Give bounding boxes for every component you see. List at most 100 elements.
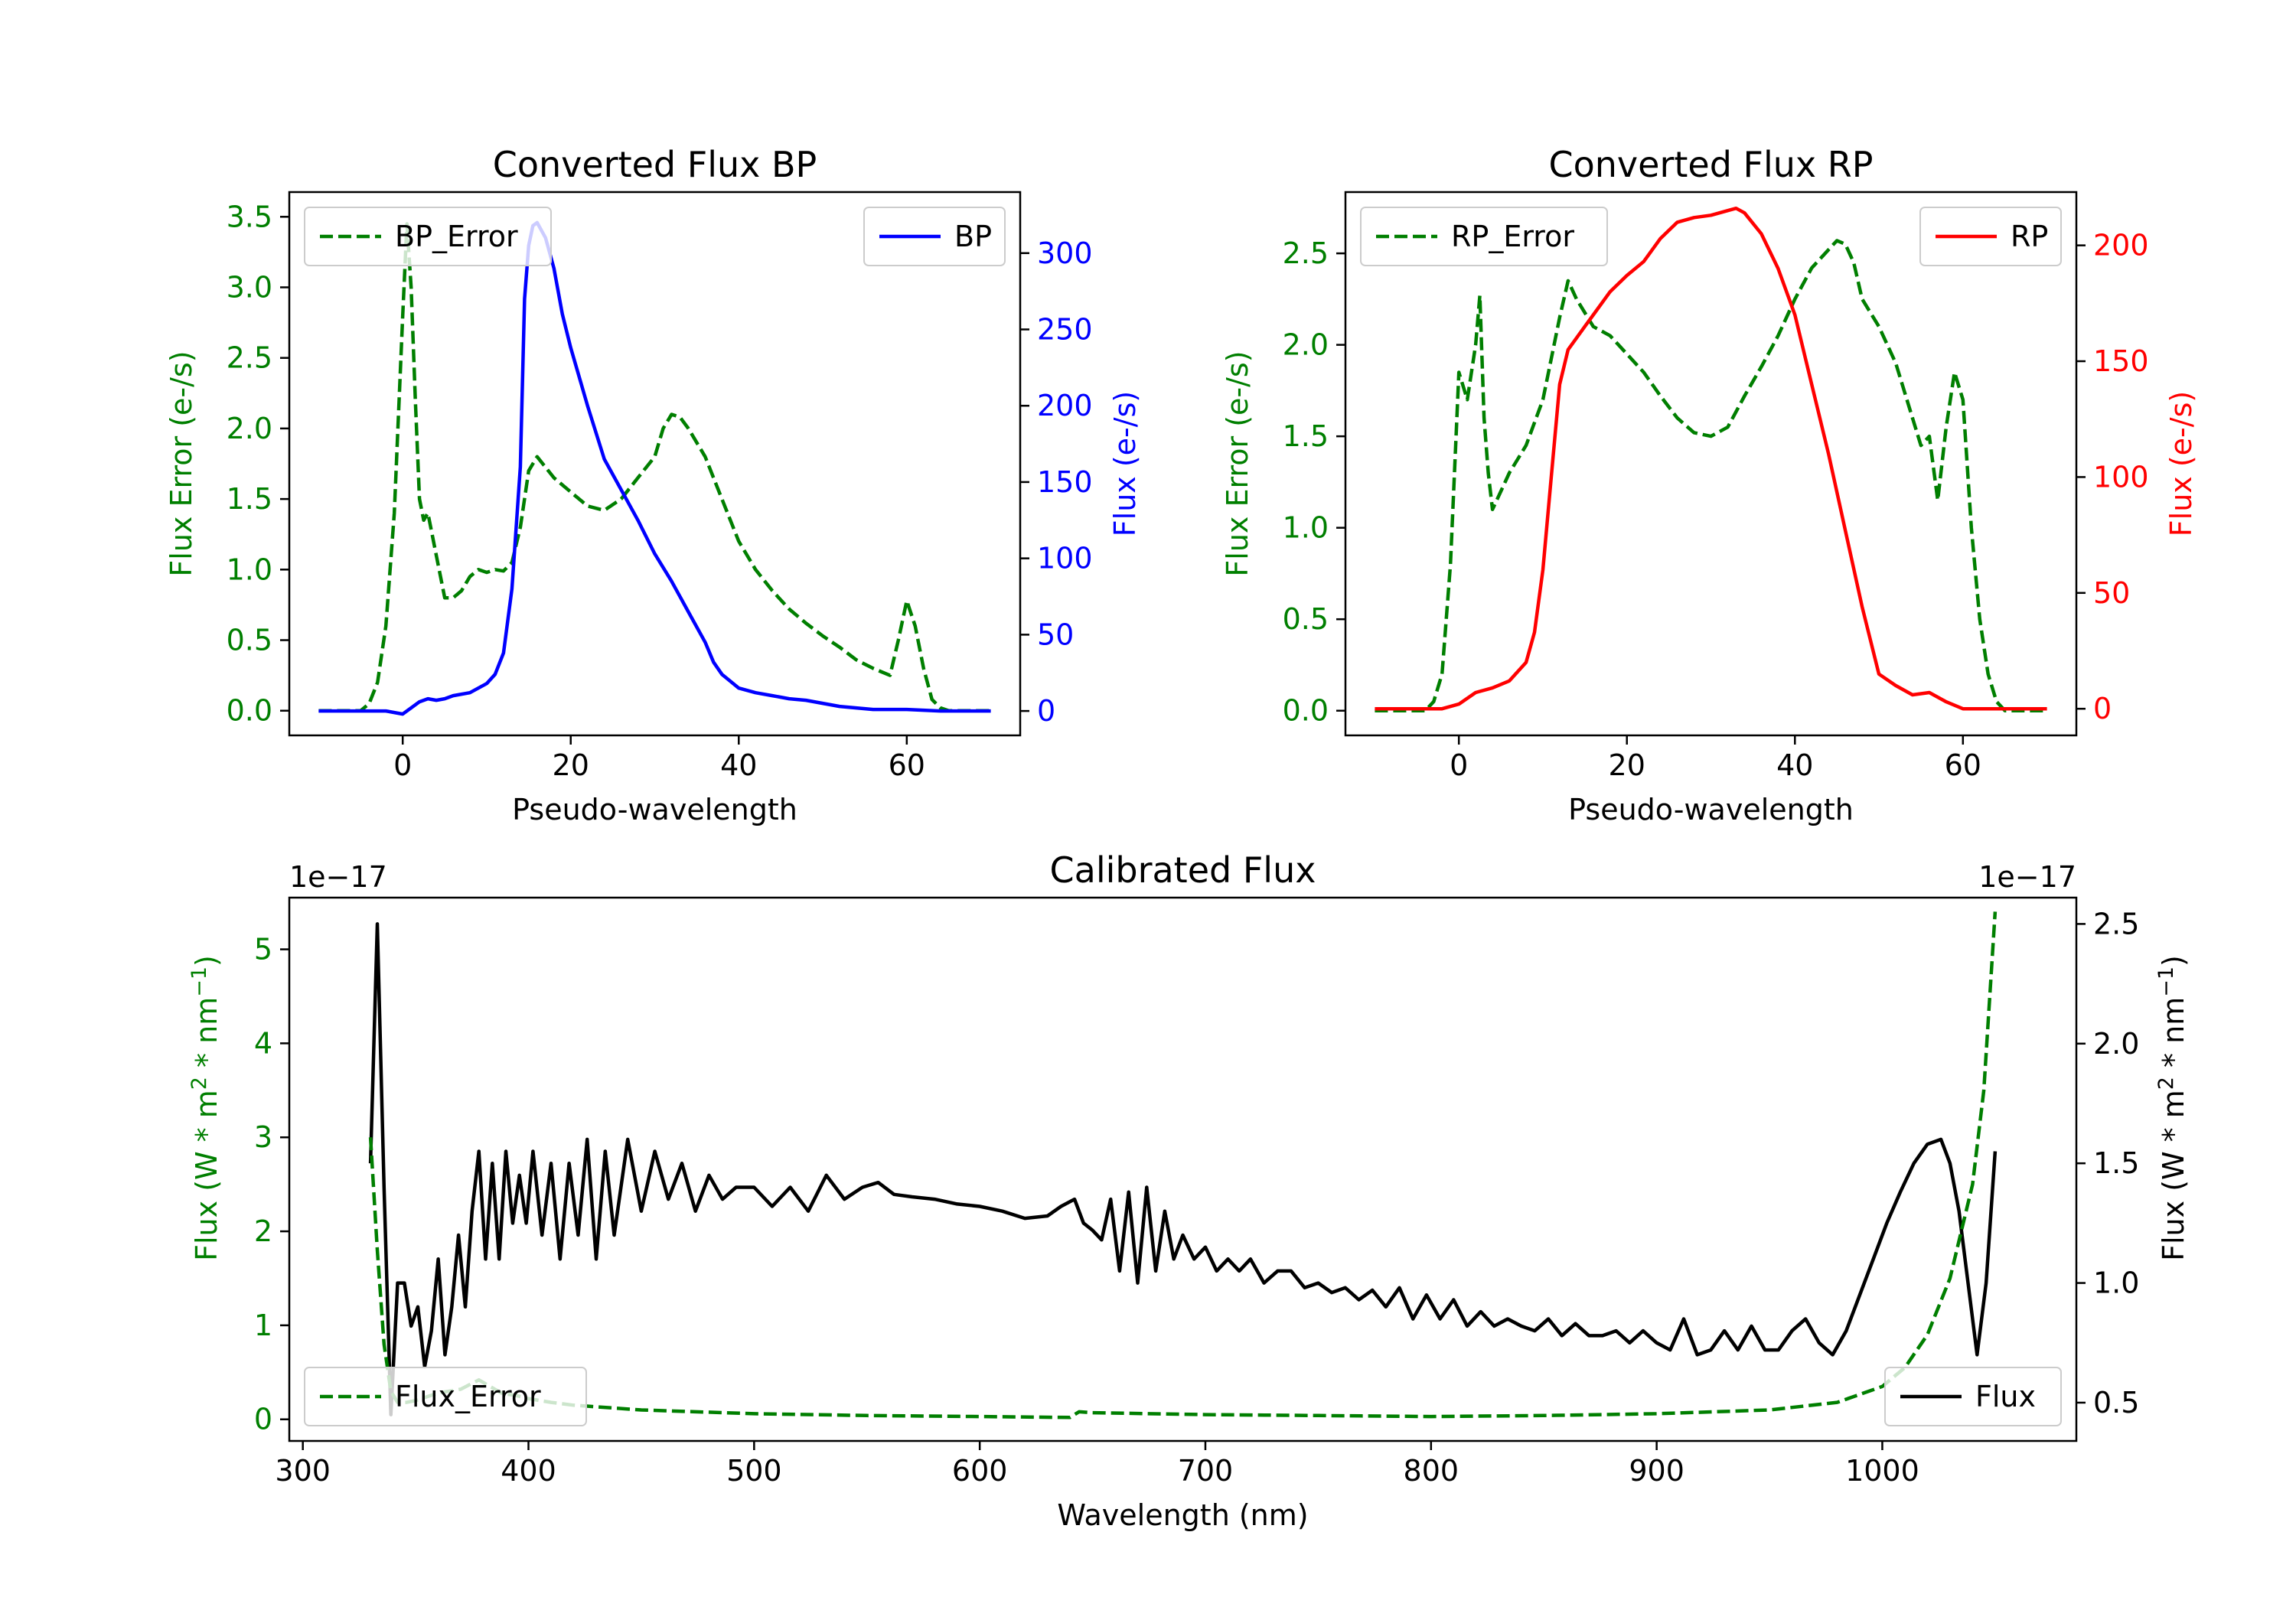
- legend-label: Flux_Error: [395, 1380, 541, 1413]
- legend-rp: RP: [1919, 207, 2062, 266]
- y-right-tick-label: 1.5: [2093, 1146, 2139, 1180]
- y-left-tick-label: 1.5: [1283, 419, 1329, 453]
- y-right-tick-label: 2.5: [2093, 907, 2139, 940]
- x-tick-label: 40: [1776, 748, 1813, 782]
- y-left-tick-label: 1: [254, 1309, 272, 1342]
- legend-label: Flux: [1975, 1380, 2036, 1413]
- series-line-rp: [1375, 206, 2047, 711]
- y-right-axis-label: Flux (e-/s): [2164, 391, 2198, 536]
- y-right-tick-label: 200: [1037, 389, 1093, 422]
- y-right-axis-label: Flux (W * m2 * nm−1): [2154, 955, 2190, 1261]
- x-axis-label: Pseudo-wavelength: [512, 793, 797, 826]
- x-tick-label: 900: [1629, 1454, 1684, 1488]
- y-right-tick-label: 100: [1037, 542, 1093, 575]
- bp-panel: 0 20 40 60 0.0 0.5 1.0 1.5 2.0 2.5 3.0 3.5 0 50 100 150…: [165, 144, 1142, 826]
- x-tick-label: 700: [1178, 1454, 1234, 1488]
- x-tick-label: 60: [889, 748, 925, 782]
- legend-rp-error: RP_Error: [1360, 207, 1608, 266]
- y-left-tick-label: 2.0: [227, 412, 272, 445]
- y-right-tick-label: 200: [2093, 229, 2149, 262]
- x-tick-label: 300: [275, 1454, 331, 1488]
- y-right-offset-label: 1e−17: [1978, 860, 2076, 894]
- y-right-tick-label: 150: [2093, 344, 2149, 378]
- y-right-tick-label: 0: [1037, 694, 1055, 728]
- y-left-axis-label: Flux Error (e-/s): [165, 350, 198, 576]
- y-left-tick-label: 1.5: [227, 482, 272, 516]
- x-tick-label: 600: [952, 1454, 1008, 1488]
- legend-flux-error: Flux_Error: [304, 1367, 587, 1426]
- y-left-tick-label: 2.5: [1283, 236, 1329, 270]
- y-right-axis-label: Flux (e-/s): [1108, 391, 1142, 536]
- x-tick-label: 0: [1450, 748, 1468, 782]
- series-line-flux: [368, 922, 1998, 1416]
- y-right-tick-label: 1.0: [2093, 1266, 2139, 1300]
- legend-label: BP_Error: [395, 220, 518, 253]
- y-left-tick-label: 1.0: [227, 553, 272, 586]
- legend-label: RP: [2011, 220, 2048, 253]
- y-left-axis-label: Flux (W * m2 * nm−1): [188, 955, 223, 1261]
- y-left-tick-label: 3: [254, 1120, 272, 1154]
- y-label-text: ): [2157, 955, 2190, 966]
- series-line-bp-error: [318, 222, 991, 712]
- plot-frame: [288, 191, 1022, 737]
- y-left-tick-label: 0.5: [1283, 602, 1329, 636]
- calibrated-panel: 300 400 500 600 700 800 900 1000 0 1 2 3 4 5 0.5 1.0 1.5…: [188, 849, 2190, 1532]
- x-tick-label: 60: [1945, 748, 1981, 782]
- y-right-tick-label: 300: [1037, 236, 1093, 270]
- y-left-tick-label: 3.0: [227, 270, 272, 304]
- series-line-bp: [318, 220, 991, 716]
- y-left-tick-label: 4: [254, 1026, 272, 1060]
- legend-box: [1360, 207, 1608, 266]
- plot-frame: [1344, 191, 2078, 737]
- y-label-text: ): [190, 955, 223, 966]
- chart-title: Converted Flux RP: [1549, 144, 1874, 185]
- x-tick-label: 1000: [1845, 1454, 1919, 1488]
- y-left-offset-label: 1e−17: [289, 860, 387, 894]
- x-tick-label: 20: [1609, 748, 1645, 782]
- x-tick-label: 0: [393, 748, 412, 782]
- y-label-text: * nm: [190, 997, 223, 1077]
- legend-box: [1884, 1367, 2062, 1426]
- y-label-text: * nm: [2157, 997, 2190, 1077]
- y-right-tick-label: 100: [2093, 460, 2149, 494]
- y-right-tick-label: 250: [1037, 312, 1093, 346]
- y-left-tick-label: 0.0: [227, 694, 272, 728]
- legend-box: [304, 1367, 587, 1426]
- plot-frame: [288, 896, 2078, 1442]
- rp-panel: 0 20 40 60 0.0 0.5 1.0 1.5 2.0 2.5 0 50 100 150 200 Con…: [1221, 144, 2198, 826]
- y-left-tick-label: 0.5: [227, 624, 272, 657]
- y-right-tick-label: 150: [1037, 465, 1093, 499]
- legend-flux: Flux: [1884, 1367, 2062, 1426]
- y-left-tick-label: 2.0: [1283, 328, 1329, 362]
- y-left-tick-label: 0: [254, 1403, 272, 1436]
- x-tick-label: 500: [726, 1454, 782, 1488]
- x-tick-label: 800: [1404, 1454, 1459, 1488]
- chart-title: Converted Flux BP: [493, 144, 817, 185]
- y-left-tick-label: 5: [254, 933, 272, 966]
- legend-label: BP: [954, 220, 992, 253]
- y-label-superscript: −1: [2154, 966, 2178, 997]
- x-axis-label: Pseudo-wavelength: [1568, 793, 1854, 826]
- y-label-text: Flux (W * m: [190, 1090, 223, 1261]
- y-label-superscript: 2: [188, 1077, 211, 1090]
- y-label-text: Flux (W * m: [2157, 1090, 2190, 1261]
- y-left-tick-label: 1.0: [1283, 511, 1329, 545]
- y-left-tick-label: 2.5: [227, 341, 272, 375]
- y-label-superscript: −1: [188, 966, 211, 997]
- legend-label: RP_Error: [1451, 220, 1574, 253]
- y-right-tick-label: 0: [2093, 692, 2112, 725]
- y-right-tick-label: 0.5: [2093, 1386, 2139, 1420]
- y-right-tick-label: 50: [1037, 618, 1074, 651]
- y-label-superscript: 2: [2154, 1077, 2178, 1090]
- legend-box: [304, 207, 552, 266]
- x-tick-label: 40: [720, 748, 757, 782]
- y-right-tick-label: 2.0: [2093, 1027, 2139, 1061]
- legend-bp: BP: [863, 207, 1006, 266]
- y-left-axis-label: Flux Error (e-/s): [1221, 350, 1254, 576]
- x-tick-label: 400: [501, 1454, 556, 1488]
- x-axis-label: Wavelength (nm): [1057, 1498, 1308, 1532]
- y-left-tick-label: 0.0: [1283, 694, 1329, 728]
- y-left-tick-label: 3.5: [227, 200, 272, 233]
- y-left-tick-label: 2: [254, 1214, 272, 1248]
